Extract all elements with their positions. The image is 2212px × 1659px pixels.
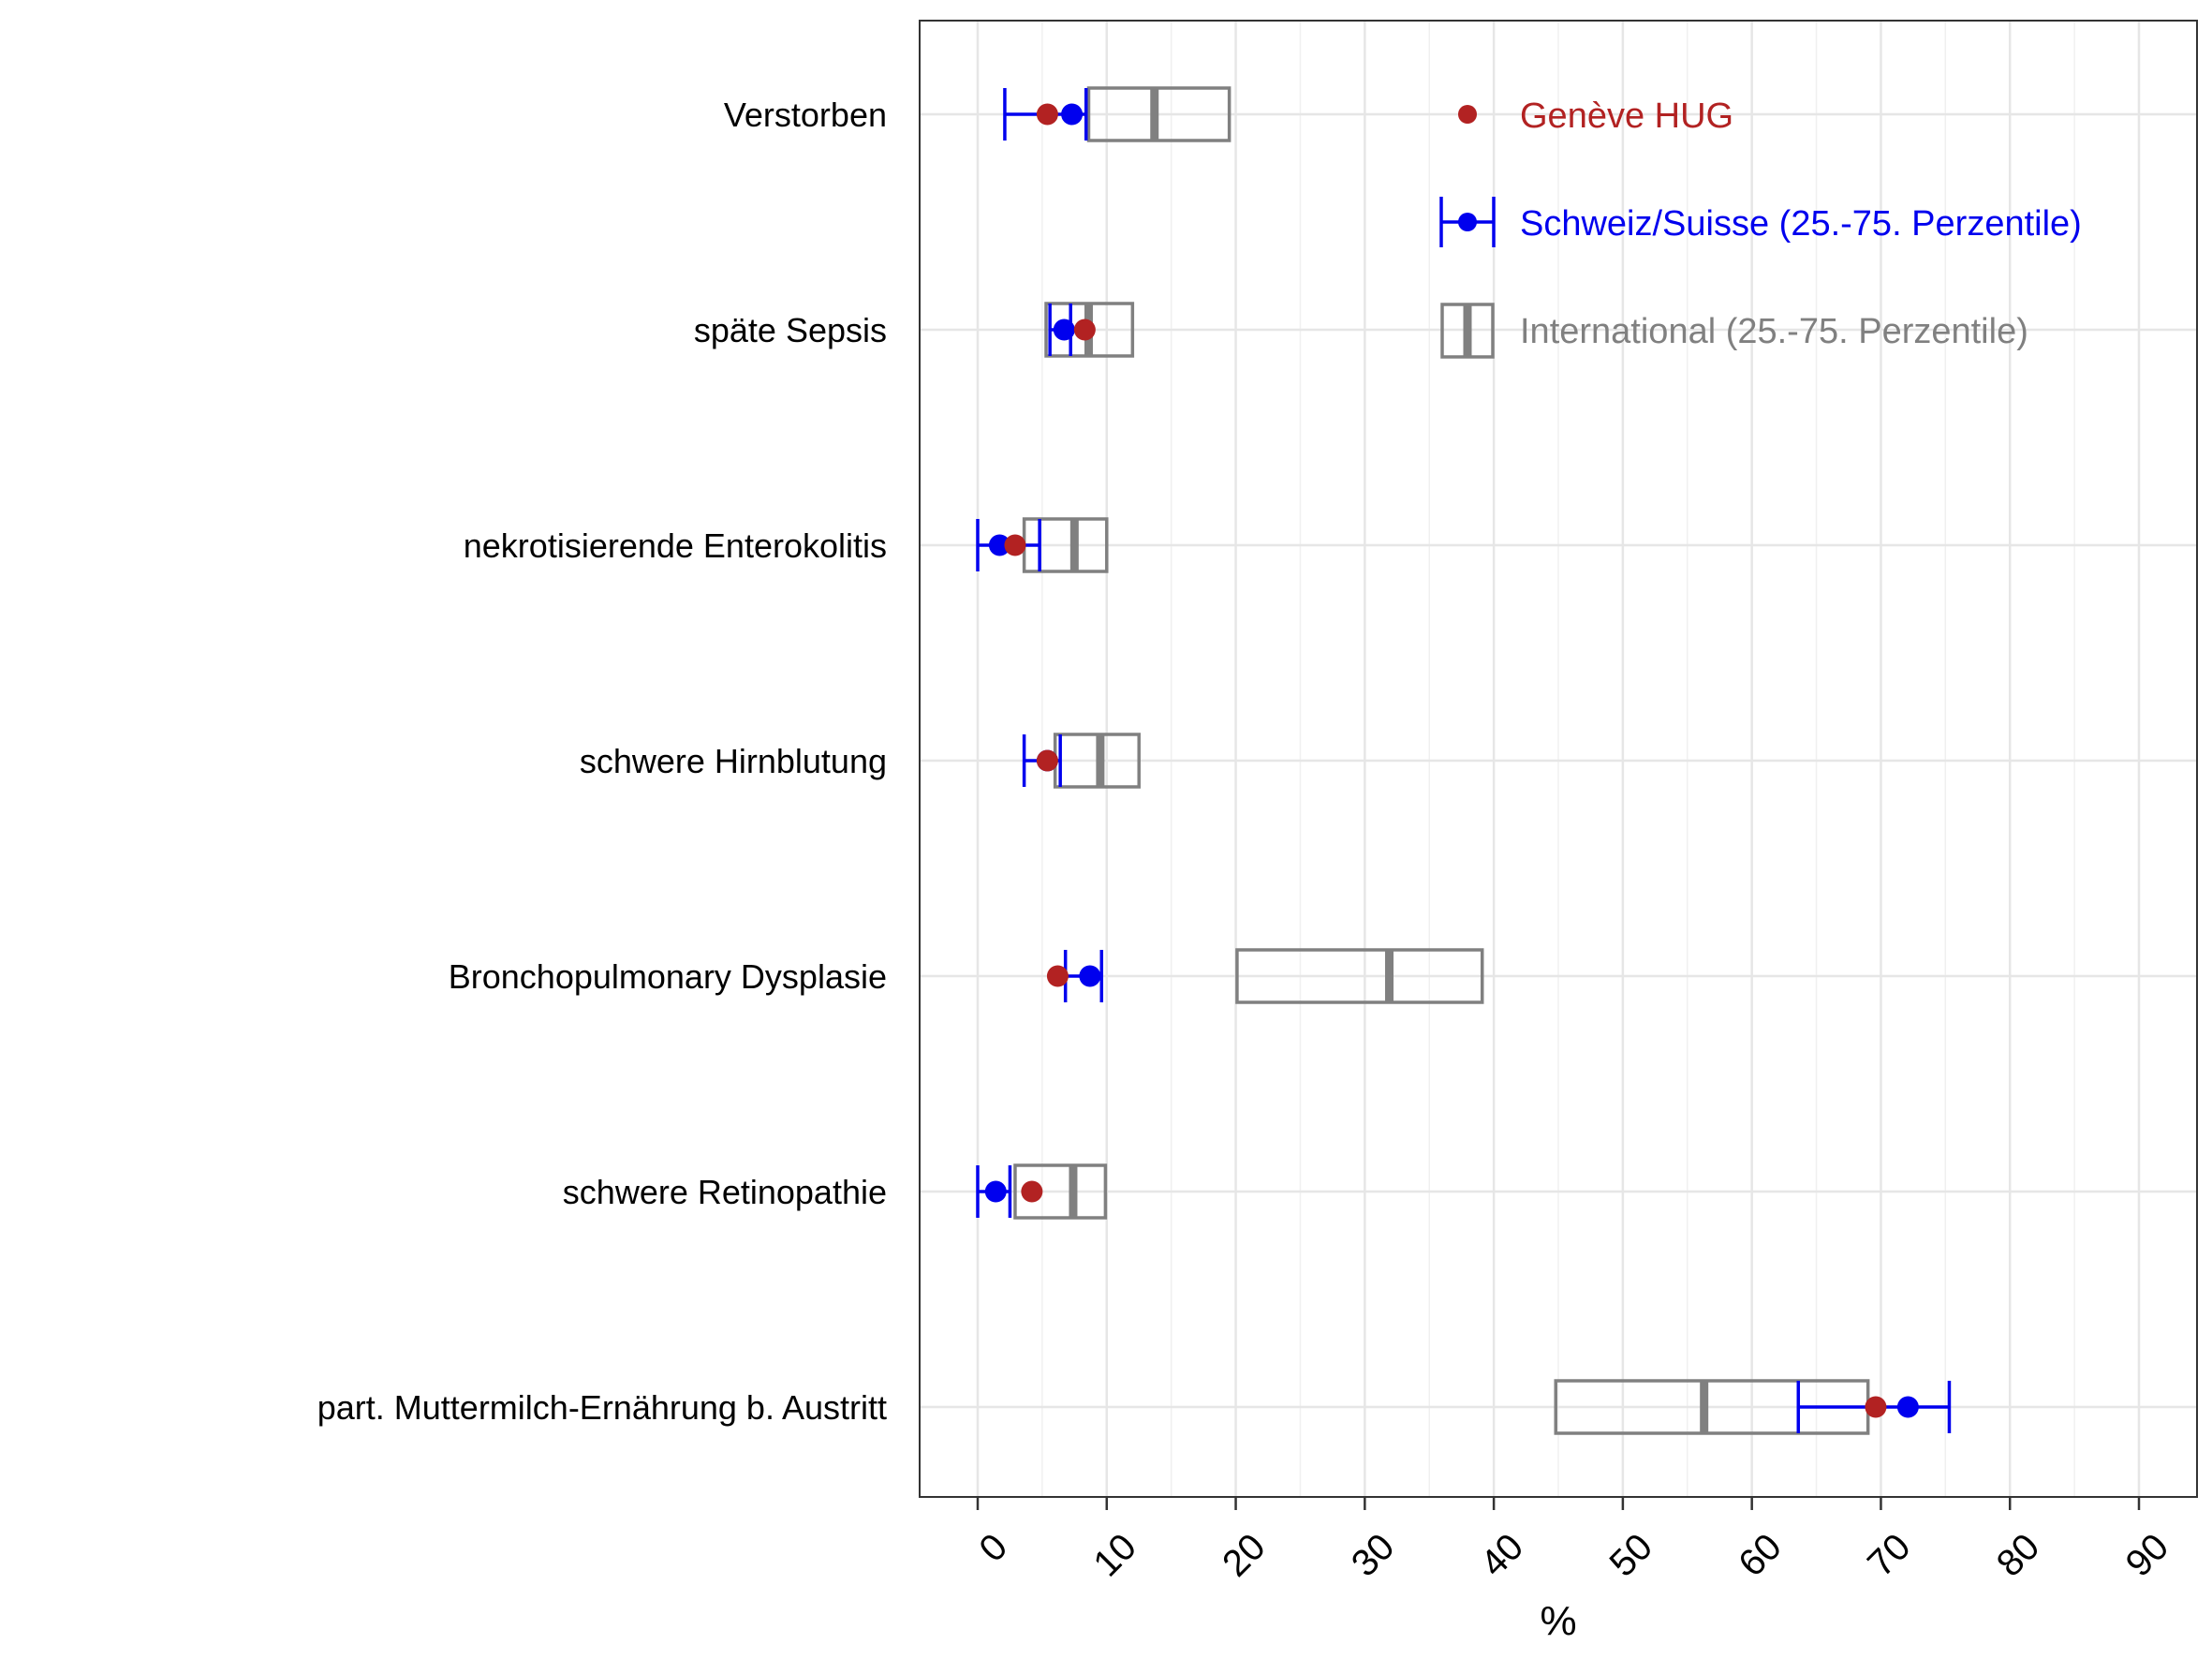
points <box>984 103 1919 1418</box>
category-label: späte Sepsis <box>694 311 887 349</box>
international-box <box>1013 1163 1108 1220</box>
category-label: nekrotisierende Enterokolitis <box>464 526 887 565</box>
x-tick-label: 70 <box>1860 1526 1919 1585</box>
grid <box>920 21 2197 1497</box>
legend: Genève HUG Schweiz/Suisse (25.-75. Perzen… <box>1439 96 2082 359</box>
x-tick-label: 40 <box>1473 1526 1532 1585</box>
hug-point <box>1865 1396 1887 1418</box>
x-tick-label: 0 <box>971 1526 1015 1570</box>
hug-point <box>1004 534 1026 556</box>
plot-panel-border <box>919 20 2198 1498</box>
x-tick-label: 10 <box>1085 1526 1144 1585</box>
legend-international-label: International (25.-75. Perzentile) <box>1520 312 2028 351</box>
legend-swiss-key-point <box>1458 213 1477 231</box>
x-axis-title: % <box>1540 1598 1576 1644</box>
swiss-point <box>1061 103 1084 126</box>
category-label: part. Muttermilch-Ernährung b. Austritt <box>317 1388 887 1427</box>
hug-point <box>1021 1180 1043 1203</box>
x-axis: 0 10 20 30 40 50 60 70 80 90 <box>971 1497 2176 1585</box>
legend-swiss-label: Schweiz/Suisse (25.-75. Perzentile) <box>1520 204 2082 244</box>
swiss-ranges <box>976 88 1952 1433</box>
swiss-point <box>984 1180 1007 1203</box>
legend-hug-label: Genève HUG <box>1520 96 1733 136</box>
swiss-point <box>988 534 1010 556</box>
hug-point <box>1036 749 1058 772</box>
category-label: schwere Retinopathie <box>563 1173 887 1211</box>
hug-point <box>1073 318 1096 341</box>
category-label: Verstorben <box>724 96 887 134</box>
x-tick-label: 90 <box>2118 1526 2177 1585</box>
international-box <box>1235 948 1484 1004</box>
x-tick-label: 20 <box>1215 1526 1274 1585</box>
x-tick-label: 50 <box>1601 1526 1660 1585</box>
swiss-point <box>1053 318 1075 341</box>
category-label: schwere Hirnblutung <box>580 742 887 780</box>
category-label: Bronchopulmonary Dysplasie <box>449 957 887 996</box>
international-box <box>1086 86 1231 142</box>
x-tick-label: 30 <box>1344 1526 1403 1585</box>
category-labels: Verstorben späte Sepsis nekrotisierende En… <box>317 96 887 1427</box>
swiss-point <box>1896 1396 1919 1418</box>
x-tick-label: 60 <box>1731 1526 1790 1585</box>
legend-hug-key <box>1458 105 1477 124</box>
hug-point <box>1046 965 1069 987</box>
swiss-point <box>1079 965 1101 987</box>
x-tick-label: 80 <box>1989 1526 2048 1585</box>
hug-point <box>1036 103 1058 126</box>
